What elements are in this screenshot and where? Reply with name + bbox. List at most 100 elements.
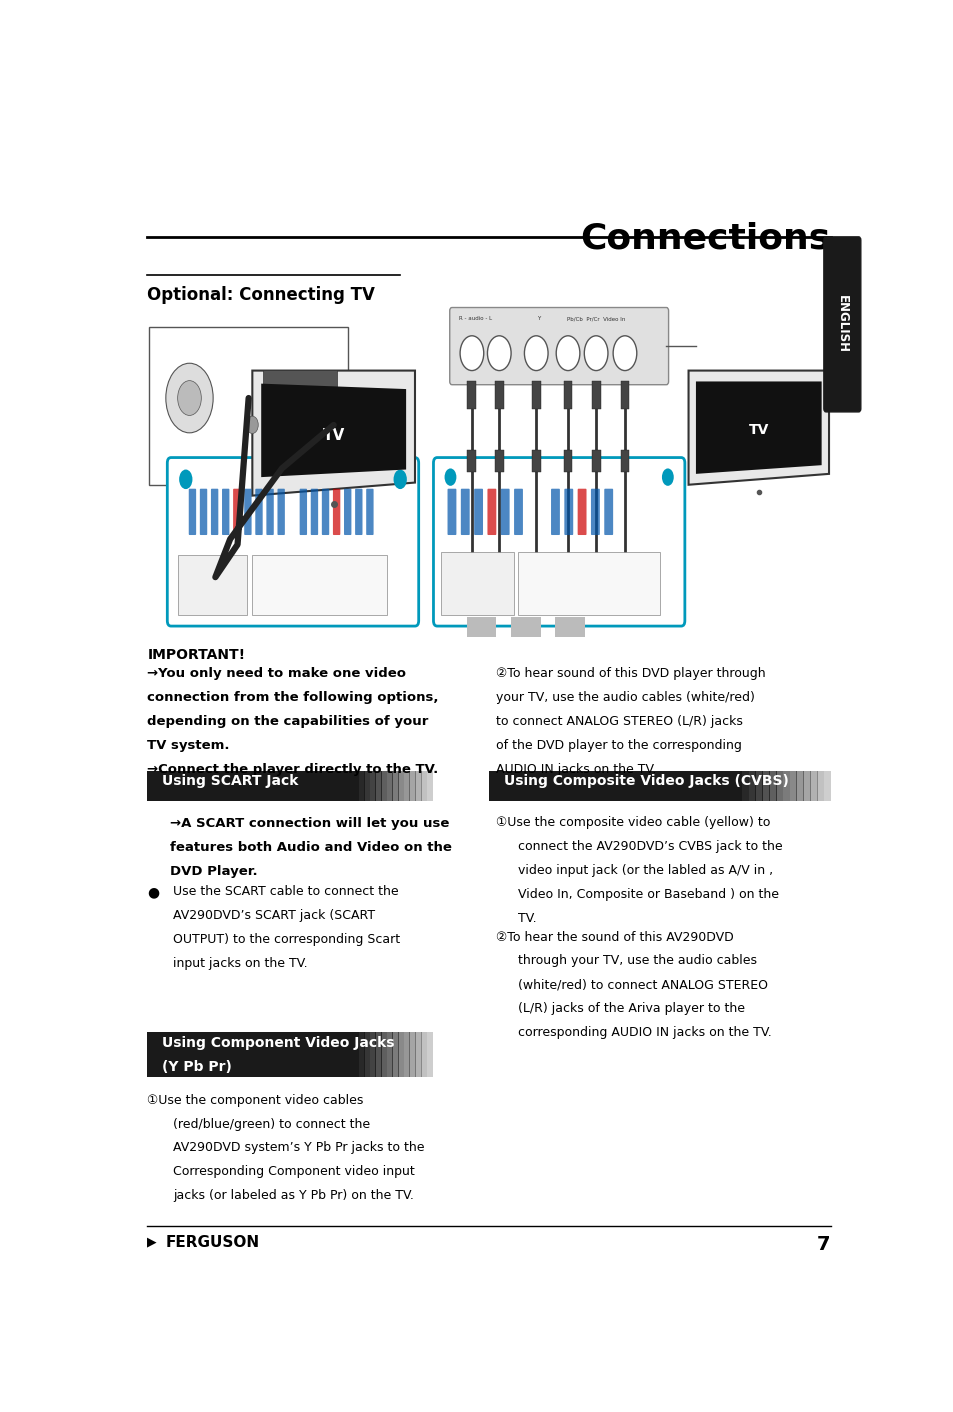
Text: IMPORTANT!: IMPORTANT! xyxy=(147,648,245,662)
FancyBboxPatch shape xyxy=(284,1032,291,1077)
FancyBboxPatch shape xyxy=(233,489,240,535)
FancyBboxPatch shape xyxy=(420,771,427,801)
FancyBboxPatch shape xyxy=(324,1032,330,1077)
Circle shape xyxy=(294,417,307,433)
FancyBboxPatch shape xyxy=(449,308,668,384)
FancyBboxPatch shape xyxy=(307,1032,313,1077)
FancyBboxPatch shape xyxy=(344,489,351,535)
FancyBboxPatch shape xyxy=(555,617,584,637)
FancyBboxPatch shape xyxy=(816,771,823,801)
FancyBboxPatch shape xyxy=(809,771,817,801)
Circle shape xyxy=(661,469,673,486)
Text: TV system.: TV system. xyxy=(147,738,230,753)
FancyBboxPatch shape xyxy=(193,1032,199,1077)
FancyBboxPatch shape xyxy=(149,328,348,484)
FancyBboxPatch shape xyxy=(187,1032,193,1077)
FancyBboxPatch shape xyxy=(295,1032,301,1077)
FancyBboxPatch shape xyxy=(409,1032,416,1077)
Text: Using Component Video Jacks: Using Component Video Jacks xyxy=(162,1036,395,1051)
FancyBboxPatch shape xyxy=(531,381,540,408)
FancyBboxPatch shape xyxy=(392,771,398,801)
FancyBboxPatch shape xyxy=(748,771,756,801)
FancyBboxPatch shape xyxy=(693,771,700,801)
FancyBboxPatch shape xyxy=(267,1032,274,1077)
Text: →Connect the player directly to the TV.: →Connect the player directly to the TV. xyxy=(147,762,438,777)
FancyBboxPatch shape xyxy=(210,1032,216,1077)
FancyBboxPatch shape xyxy=(267,771,274,801)
FancyBboxPatch shape xyxy=(335,1032,341,1077)
FancyBboxPatch shape xyxy=(789,771,797,801)
FancyBboxPatch shape xyxy=(625,771,633,801)
FancyBboxPatch shape xyxy=(529,771,537,801)
FancyBboxPatch shape xyxy=(263,370,337,402)
FancyBboxPatch shape xyxy=(181,771,188,801)
FancyBboxPatch shape xyxy=(496,771,503,801)
FancyBboxPatch shape xyxy=(181,1032,188,1077)
Circle shape xyxy=(179,470,193,489)
FancyBboxPatch shape xyxy=(460,489,469,535)
Text: ①Use the composite video cable (yellow) to: ①Use the composite video cable (yellow) … xyxy=(496,816,770,829)
FancyBboxPatch shape xyxy=(313,771,318,801)
Polygon shape xyxy=(696,381,821,474)
FancyBboxPatch shape xyxy=(147,1032,153,1077)
FancyBboxPatch shape xyxy=(433,457,684,626)
Circle shape xyxy=(177,381,201,415)
Text: (red/blue/green) to connect the: (red/blue/green) to connect the xyxy=(173,1117,370,1131)
FancyBboxPatch shape xyxy=(199,489,207,535)
FancyBboxPatch shape xyxy=(198,771,205,801)
FancyBboxPatch shape xyxy=(781,771,789,801)
FancyBboxPatch shape xyxy=(727,771,735,801)
FancyBboxPatch shape xyxy=(158,771,165,801)
FancyBboxPatch shape xyxy=(551,489,559,535)
FancyBboxPatch shape xyxy=(233,1032,239,1077)
FancyBboxPatch shape xyxy=(488,771,496,801)
FancyBboxPatch shape xyxy=(167,457,418,626)
Text: features both Audio and Video on the: features both Audio and Video on the xyxy=(170,842,451,854)
FancyBboxPatch shape xyxy=(193,771,199,801)
Circle shape xyxy=(556,336,579,370)
FancyBboxPatch shape xyxy=(330,1032,335,1077)
FancyBboxPatch shape xyxy=(211,489,218,535)
Text: Connections: Connections xyxy=(579,222,830,256)
FancyBboxPatch shape xyxy=(392,1032,398,1077)
FancyBboxPatch shape xyxy=(175,771,182,801)
FancyBboxPatch shape xyxy=(578,771,585,801)
FancyBboxPatch shape xyxy=(313,1032,318,1077)
FancyBboxPatch shape xyxy=(768,771,776,801)
FancyBboxPatch shape xyxy=(255,1032,262,1077)
FancyBboxPatch shape xyxy=(386,771,393,801)
FancyBboxPatch shape xyxy=(590,489,599,535)
FancyBboxPatch shape xyxy=(543,771,551,801)
Text: Optional: Connecting TV: Optional: Connecting TV xyxy=(147,285,375,304)
Text: TV.: TV. xyxy=(518,912,537,925)
Text: TV: TV xyxy=(748,424,768,436)
FancyBboxPatch shape xyxy=(290,1032,295,1077)
FancyBboxPatch shape xyxy=(221,771,228,801)
FancyBboxPatch shape xyxy=(363,771,370,801)
FancyBboxPatch shape xyxy=(645,771,653,801)
Polygon shape xyxy=(688,370,828,484)
FancyBboxPatch shape xyxy=(175,1032,182,1077)
FancyBboxPatch shape xyxy=(775,771,782,801)
FancyBboxPatch shape xyxy=(204,771,211,801)
FancyBboxPatch shape xyxy=(152,1032,159,1077)
Text: Pb/Cb  Pr/Cr  Video In: Pb/Cb Pr/Cr Video In xyxy=(566,316,624,321)
FancyBboxPatch shape xyxy=(474,489,482,535)
Text: AV290DVD’s SCART jack (SCART: AV290DVD’s SCART jack (SCART xyxy=(173,909,375,922)
FancyBboxPatch shape xyxy=(273,771,279,801)
FancyBboxPatch shape xyxy=(318,771,324,801)
FancyBboxPatch shape xyxy=(363,1032,370,1077)
Text: video input jack (or the labled as A/V in ,: video input jack (or the labled as A/V i… xyxy=(518,864,773,877)
FancyBboxPatch shape xyxy=(324,771,330,801)
FancyBboxPatch shape xyxy=(823,237,860,412)
Text: ENGLISH: ENGLISH xyxy=(835,295,848,353)
FancyBboxPatch shape xyxy=(591,450,600,472)
FancyBboxPatch shape xyxy=(802,771,810,801)
FancyBboxPatch shape xyxy=(761,771,769,801)
FancyBboxPatch shape xyxy=(215,771,222,801)
FancyBboxPatch shape xyxy=(227,1032,233,1077)
FancyBboxPatch shape xyxy=(152,771,159,801)
FancyBboxPatch shape xyxy=(250,1032,256,1077)
FancyBboxPatch shape xyxy=(467,450,476,472)
FancyBboxPatch shape xyxy=(244,489,252,535)
